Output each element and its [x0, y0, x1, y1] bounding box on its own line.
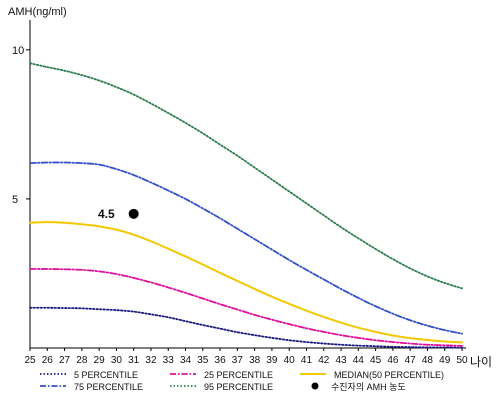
- x-tick-label: 34: [180, 355, 192, 366]
- legend-label-median-50-percentile: MEDIAN(50 PERCENTILE): [334, 370, 444, 380]
- x-axis-ticks: 25 26 27 28 29 30 31 32 33 34 35 36 37 38 39 40 41 42 43 44…: [24, 348, 468, 366]
- x-tick-label: 27: [59, 355, 71, 366]
- x-tick-label: 31: [128, 355, 140, 366]
- legend-label-95-percentile: 95 PERCENTILE: [204, 382, 273, 392]
- x-axis-unit-label: 나이: [470, 355, 492, 369]
- x-tick-label: 45: [370, 355, 382, 366]
- legend: 5 PERCENTILE 25 PERCENTILE MEDIAN(50 PERCE…: [40, 370, 444, 392]
- x-tick-label: 39: [266, 355, 278, 366]
- x-tick-label: 28: [76, 355, 88, 366]
- x-tick-label: 49: [439, 355, 451, 366]
- legend-swatch-patient-point: [311, 382, 319, 390]
- x-tick-label: 30: [111, 355, 123, 366]
- series-line-75-percentile: [29, 161, 463, 335]
- x-tick-label: 25: [24, 355, 36, 366]
- x-tick-label: 40: [284, 355, 296, 366]
- series-line-25-percentile: [29, 268, 463, 347]
- y-axis-ticks: 5 10: [12, 45, 30, 206]
- series-line-5-percentile: [29, 306, 463, 349]
- legend-label-75-percentile: 75 PERCENTILE: [74, 382, 143, 392]
- x-tick-label: 43: [335, 355, 347, 366]
- x-tick-label: 33: [163, 355, 175, 366]
- patient-point-group: 4.5: [98, 207, 139, 221]
- y-axis-unit-label: AMH(ng/ml): [8, 6, 67, 18]
- x-tick-label: 46: [387, 355, 399, 366]
- x-tick-label: 44: [353, 355, 365, 366]
- x-tick-label: 29: [94, 355, 106, 366]
- x-tick-label: 26: [42, 355, 54, 366]
- x-tick-label: 48: [422, 355, 434, 366]
- x-tick-label: 38: [249, 355, 261, 366]
- y-tick-label: 5: [12, 194, 18, 206]
- patient-amh-value-label: 4.5: [98, 207, 115, 221]
- x-tick-label: 41: [301, 355, 313, 366]
- x-tick-label: 47: [405, 355, 417, 366]
- x-tick-label: 42: [318, 355, 330, 366]
- series-line-median-50-percentile: [29, 221, 463, 344]
- legend-label-25-percentile: 25 PERCENTILE: [204, 370, 273, 380]
- y-tick-label: 10: [12, 45, 24, 57]
- x-tick-label: 35: [197, 355, 209, 366]
- x-tick-label: 50: [456, 355, 468, 366]
- series-lines: [29, 62, 463, 349]
- axes: [29, 20, 466, 349]
- series-line-95-percentile: [29, 62, 463, 290]
- x-tick-label: 36: [215, 355, 227, 366]
- x-tick-label: 32: [145, 355, 157, 366]
- legend-label-patient-point: 수진자의 AMH 농도: [331, 382, 406, 392]
- legend-label-5-percentile: 5 PERCENTILE: [74, 370, 138, 380]
- x-tick-label: 37: [232, 355, 244, 366]
- patient-amh-point: [128, 208, 139, 219]
